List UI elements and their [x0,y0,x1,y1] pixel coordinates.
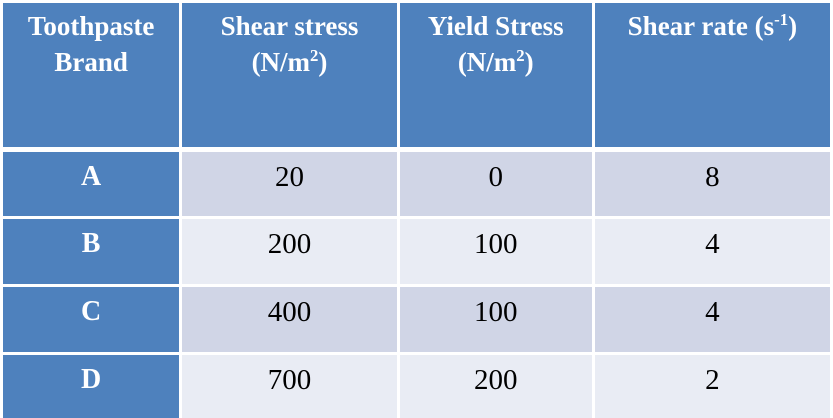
column-header-text: Shear rate [627,11,748,41]
unit-text: ) [524,47,534,78]
column-header-unit: (N/m2) [401,44,590,80]
cell-yield-stress: 100 [396,216,595,287]
cell-shear-rate: 4 [591,216,833,287]
cell-shear-stress: 20 [179,148,400,219]
table-row-brand-b: B 200 100 4 [0,216,833,287]
cell-yield-stress: 200 [396,352,595,418]
unit-superscript: 2 [516,46,525,66]
column-header-line: Toothpaste [27,11,155,41]
unit-text: (s [747,11,775,41]
column-header-unit: (N/m2) [184,44,395,80]
row-header-brand: A [0,148,183,219]
unit-superscript: 2 [310,46,319,66]
cell-shear-stress: 200 [179,216,400,287]
unit-superscript: -1 [774,10,789,29]
column-header-line: Yield Stress [427,11,564,41]
unit-text: (N/m [251,47,311,78]
cell-yield-stress: 0 [396,148,595,219]
row-header-brand: D [0,352,183,418]
cell-shear-rate: 2 [591,352,833,418]
column-header-shear-stress: Shear stress (N/m2) [179,0,400,152]
row-header-brand: C [0,284,183,355]
column-header-toothpaste-brand: Toothpaste Brand [0,0,183,152]
table-row-brand-a: A 20 0 8 [0,148,833,219]
column-header-line: Brand [54,47,128,78]
table-row-brand-c: C 400 100 4 [0,284,833,355]
unit-text: (N/m [457,47,517,78]
row-header-brand: B [0,216,183,287]
cell-shear-stress: 400 [179,284,400,355]
unit-text: ) [318,47,328,78]
cell-shear-rate: 8 [591,148,833,219]
column-header-yield-stress: Yield Stress (N/m2) [396,0,595,152]
cell-yield-stress: 100 [396,284,595,355]
table-row-brand-d: D 700 200 2 [0,352,833,418]
column-header-shear-rate: Shear rate (s-1) [591,0,833,152]
cell-shear-rate: 4 [591,284,833,355]
unit-text: ) [788,11,798,41]
column-header-line: Shear rate (s-1) [596,8,828,44]
cell-shear-stress: 700 [179,352,400,418]
column-header-line: Shear stress [220,11,359,41]
header-row: Toothpaste Brand Shear stress (N/m2) Yie… [0,0,833,152]
